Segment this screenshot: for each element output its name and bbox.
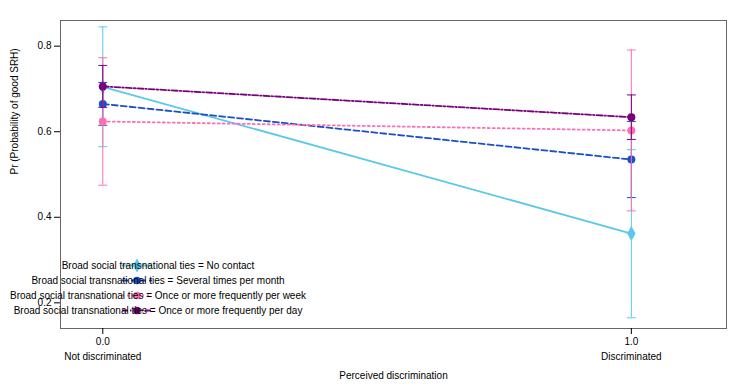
svg-text:Perceived discrimination: Perceived discrimination (339, 370, 447, 381)
svg-text:0.0: 0.0 (96, 336, 110, 347)
svg-text:Broad social transnational tie: Broad social transnational ties = No con… (62, 260, 255, 271)
svg-text:1.0: 1.0 (624, 336, 638, 347)
svg-text:Broad social transnational tie: Broad social transnational ties = Once o… (14, 305, 303, 316)
svg-text:Discriminated: Discriminated (601, 351, 662, 362)
svg-text:Broad social transnational tie: Broad social transnational ties = Once o… (10, 290, 307, 301)
svg-text:Broad social transnational tie: Broad social transnational ties = Severa… (31, 275, 284, 286)
svg-text:0.8: 0.8 (38, 40, 52, 51)
svg-text:0.6: 0.6 (38, 126, 52, 137)
svg-text:Pr (Probability of good SRH): Pr (Probability of good SRH) (9, 48, 20, 174)
svg-text:0.4: 0.4 (38, 211, 52, 222)
svg-text:Not discriminated: Not discriminated (64, 351, 141, 362)
